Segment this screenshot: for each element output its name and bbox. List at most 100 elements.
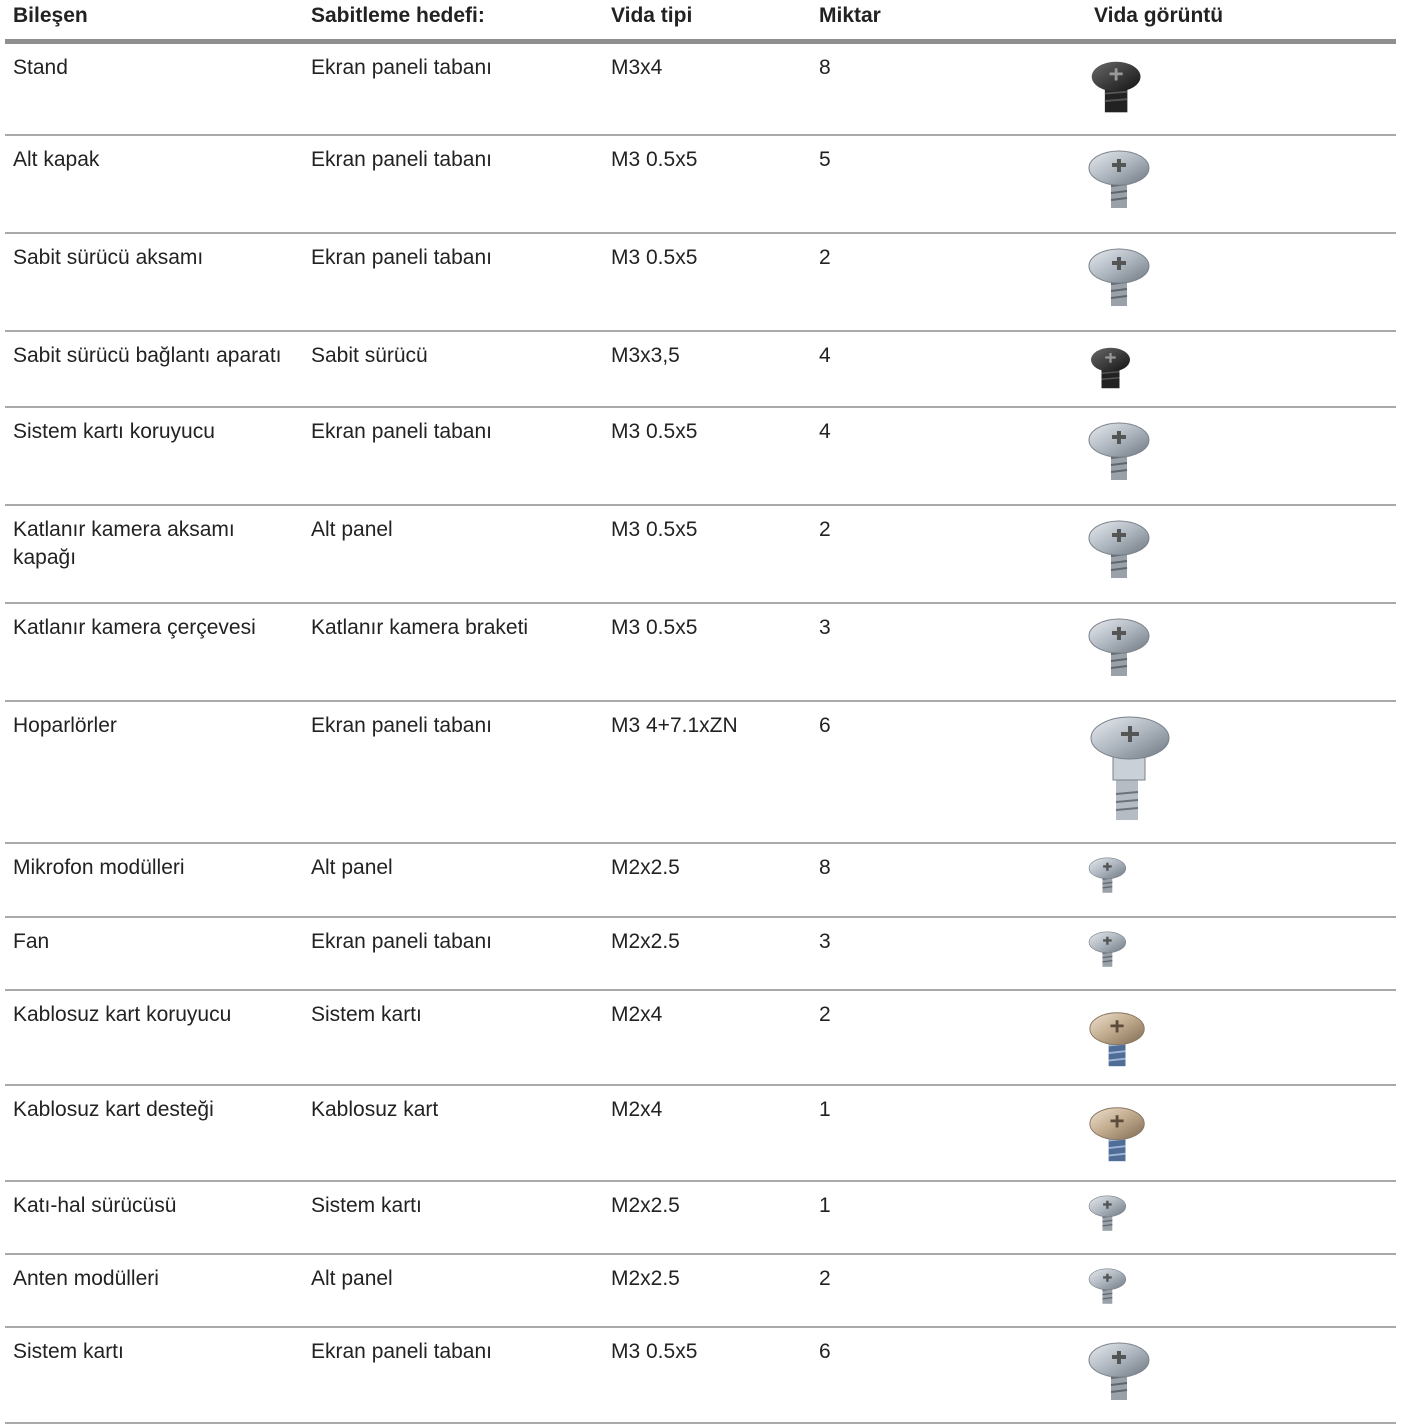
table-cell: Ekran paneli tabanı [303,407,603,505]
screw-image-cell [1086,135,1396,233]
table-cell: 1 [811,1085,1086,1181]
table-cell: Ekran paneli tabanı [303,233,603,331]
table-cell: Ekran paneli tabanı [303,135,603,233]
table-cell: M3 0.5x5 [603,233,811,331]
screw-image-cell [1086,1327,1396,1423]
table-cell: 6 [811,1327,1086,1423]
screw-image-cell [1086,42,1396,136]
screw-image [1088,518,1152,580]
table-cell: Sistem kartı [303,1181,603,1254]
screw-image [1088,856,1128,894]
table-cell: 8 [811,843,1086,917]
screw-image [1088,1340,1152,1402]
table-cell: Mikrofon modülleri [5,843,303,917]
table-cell: Katlanır kamera çerçevesi [5,603,303,701]
table-cell: Kablosuz kart koruyucu [5,990,303,1085]
table-cell: Ekran paneli tabanı [303,701,603,843]
table-cell: Alt kapak [5,135,303,233]
table-cell: Kablosuz kart [303,1085,603,1181]
table-cell: Alt panel [303,1254,603,1327]
table-cell: 2 [811,505,1086,603]
table-cell: 8 [811,42,1086,136]
table-cell: Katlanır kamera braketi [303,603,603,701]
screw-image-cell [1086,1181,1396,1254]
screw-image [1088,56,1148,118]
table-cell: 2 [811,990,1086,1085]
table-cell: 3 [811,603,1086,701]
screw-image-cell [1086,331,1396,407]
table-cell: Stand [5,42,303,136]
table-cell: 5 [811,135,1086,233]
table-cell: Sistem kartı [303,990,603,1085]
table-cell: Katlanır kamera aksamı kapağı [5,505,303,603]
table-cell: M2x4 [603,990,811,1085]
table-cell: M2x2.5 [603,917,811,990]
table-cell: Alt panel [303,843,603,917]
table-cell: 2 [811,1254,1086,1327]
table-cell: M3x3,5 [603,331,811,407]
screw-image-cell [1086,1254,1396,1327]
screw-image [1088,930,1128,968]
table-cell: Kablosuz kart desteği [5,1085,303,1181]
screw-image [1088,1098,1148,1170]
screw-image [1088,246,1152,308]
table-cell: M3x4 [603,42,811,136]
screw-image-cell [1086,603,1396,701]
screw-image [1088,714,1172,824]
table-cell: Katı-hal sürücüsü [5,1181,303,1254]
table-cell: Anten modülleri [5,1254,303,1327]
screw-image [1088,1267,1128,1305]
table-cell: M2x4 [603,1085,811,1181]
table-cell: M2x2.5 [603,843,811,917]
screw-image [1088,344,1136,392]
column-header: Miktar [811,0,1086,42]
table-cell: M3 4+7.1xZN [603,701,811,843]
table-cell: Sistem kartı koruyucu [5,407,303,505]
table-cell: M3 0.5x5 [603,407,811,505]
screw-image-cell [1086,990,1396,1085]
table-cell: 3 [811,917,1086,990]
table-cell: M2x2.5 [603,1181,811,1254]
table-cell: M3 0.5x5 [603,1327,811,1423]
screw-image [1088,1003,1148,1075]
table-cell: Hoparlörler [5,701,303,843]
table-cell: Sabit sürücü aksamı [5,233,303,331]
screw-image-cell [1086,843,1396,917]
screw-image-cell [1086,505,1396,603]
table-cell: 2 [811,233,1086,331]
screw-image-cell [1086,1085,1396,1181]
table-cell: 6 [811,701,1086,843]
screw-image-cell [1086,701,1396,843]
table-cell: Ekran paneli tabanı [303,42,603,136]
column-header: Vida tipi [603,0,811,42]
screw-image-cell [1086,233,1396,331]
table-cell: M3 0.5x5 [603,135,811,233]
table-cell: Sistem kartı [5,1327,303,1423]
table-cell: Fan [5,917,303,990]
page: BileşenSabitleme hedefi:Vida tipiMiktarV… [0,0,1414,1423]
table-cell: Sabit sürücü [303,331,603,407]
screw-image-cell [1086,917,1396,990]
screw-image [1088,616,1152,678]
table-cell: Alt panel [303,505,603,603]
screw-image [1088,420,1152,482]
screw-image-cell [1086,407,1396,505]
